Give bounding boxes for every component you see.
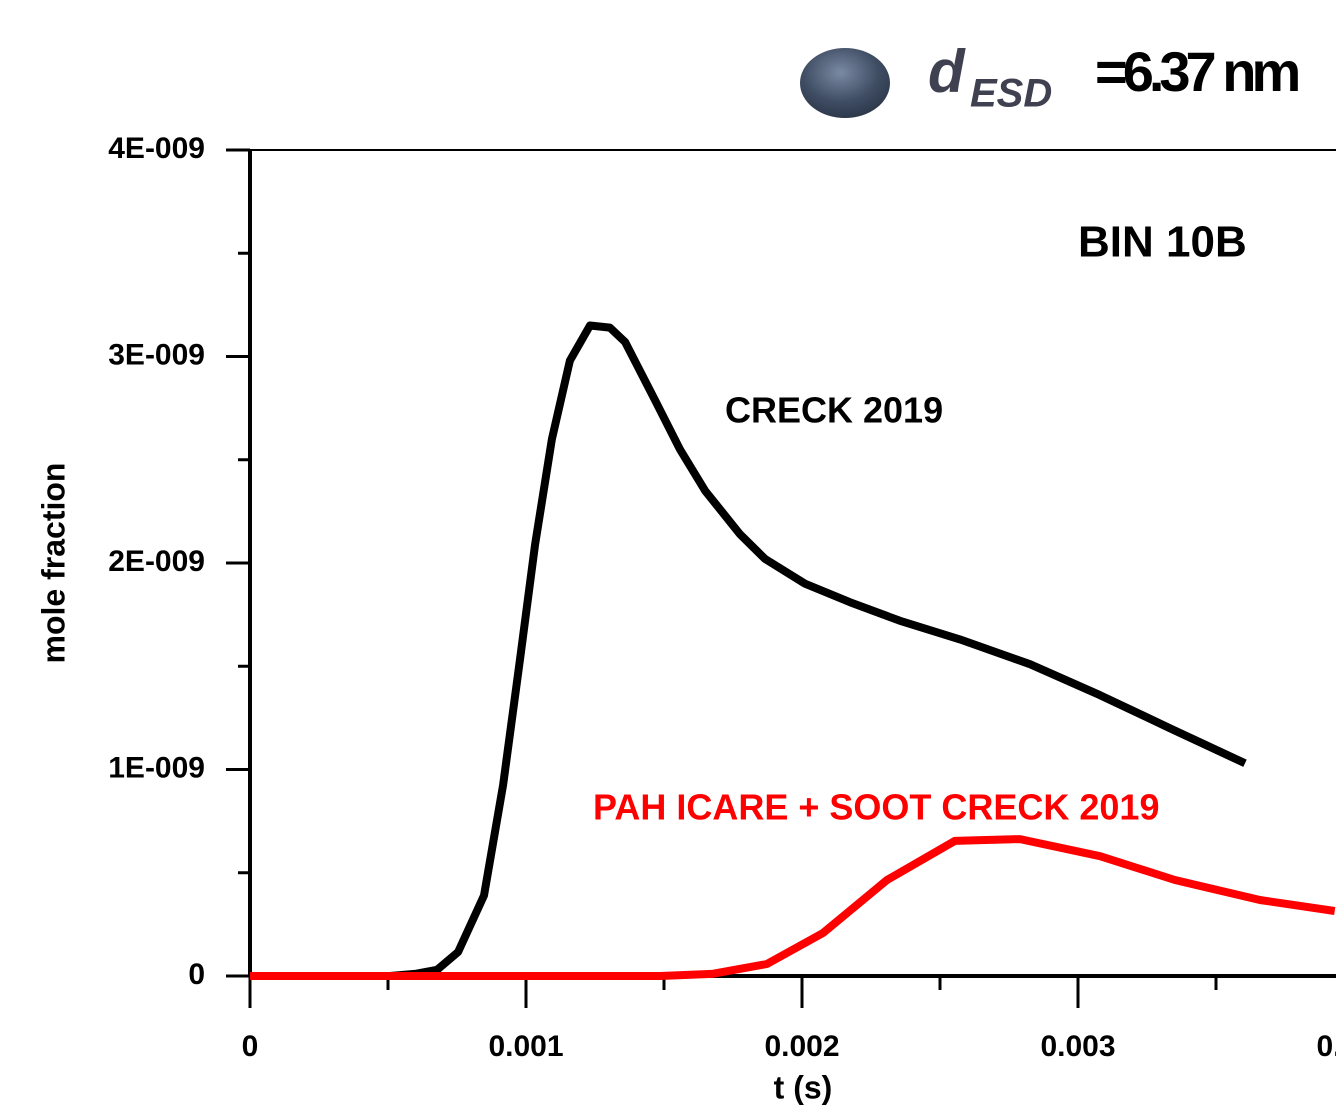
x-tick-label: 0.002 [764,1030,839,1063]
x-tick-label: 0.004 [1316,1030,1336,1063]
series-label: CRECK 2019 [725,390,943,431]
y-tick-label: 0 [188,958,205,991]
x-axis-label: t (s) [774,1069,833,1105]
x-tick-label: 0 [242,1030,259,1063]
y-tick-label: 1E-009 [108,751,205,784]
x-tick-label: 0.003 [1040,1030,1115,1063]
annotation: BIN 10B [1078,218,1247,267]
y-tick-label: 3E-009 [108,338,205,371]
header-value: =6.37 nm [1095,40,1298,103]
header-subscript: ESD [970,72,1052,116]
series-label: PAH ICARE + SOOT CRECK 2019 [593,787,1159,828]
series-line [250,321,1247,980]
x-tick-label: 0.001 [488,1030,563,1063]
y-axis-label: mole fraction [35,463,71,664]
particle-icon [800,48,890,118]
series-line [250,835,1336,980]
y-tick-label: 4E-009 [108,132,205,165]
header-symbol: d [928,38,966,105]
y-tick-label: 2E-009 [108,545,205,578]
